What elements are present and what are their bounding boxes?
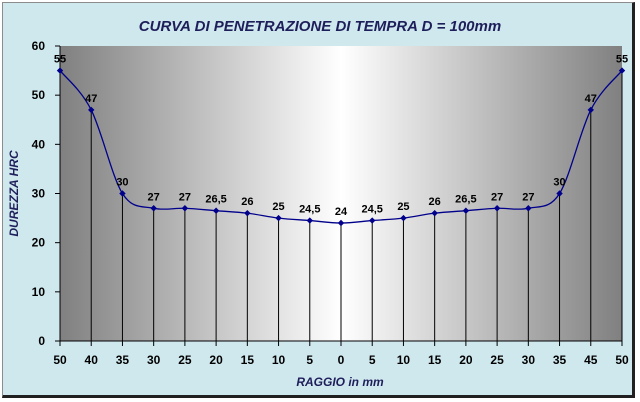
data-point: [275, 214, 282, 222]
data-point: [431, 209, 438, 217]
data-label: 27: [148, 191, 160, 203]
x-tick-label: 5: [369, 353, 376, 367]
x-tick-label: 15: [241, 353, 255, 367]
x-tick-label: 30: [522, 353, 536, 367]
data-label: 26,5: [205, 194, 226, 206]
data-label: 27: [491, 191, 503, 203]
data-point: [337, 219, 345, 227]
x-tick-label: 50: [615, 353, 629, 367]
data-label: 30: [553, 177, 565, 189]
data-point: [150, 205, 157, 212]
data-label: 47: [85, 93, 97, 105]
y-tick-label: 60: [32, 39, 46, 53]
data-label: 26,5: [455, 194, 476, 206]
data-point: [525, 205, 532, 212]
x-tick-label: 35: [116, 353, 130, 367]
data-label: 55: [616, 54, 628, 66]
y-tick-label: 0: [38, 334, 45, 348]
chart-title: CURVA DI PENETRAZIONE DI TEMPRA D = 100m…: [139, 18, 501, 35]
data-label: 25: [397, 201, 409, 213]
x-tick-label: 30: [147, 353, 161, 367]
data-point: [306, 217, 313, 224]
y-tick-label: 40: [32, 137, 46, 151]
x-tick-label: 40: [85, 353, 99, 367]
data-point: [369, 217, 376, 224]
data-point: [119, 190, 126, 197]
data-label: 26: [429, 196, 441, 208]
data-label: 25: [272, 201, 284, 213]
x-tick-label: 15: [428, 353, 442, 367]
y-tick-label: 50: [32, 88, 46, 102]
x-tick-label: 35: [553, 353, 567, 367]
x-tick-label: 45: [584, 353, 598, 367]
x-tick-label: 5: [306, 353, 313, 367]
data-point: [618, 67, 626, 74]
x-axis-title: RAGGIO in mm: [296, 375, 384, 389]
data-point: [587, 106, 594, 114]
data-label: 24,5: [299, 204, 320, 216]
data-point: [181, 205, 189, 212]
data-label: 47: [585, 93, 597, 105]
data-point: [462, 207, 470, 214]
data-point: [212, 207, 220, 214]
x-tick-label: 25: [178, 353, 192, 367]
x-tick-label: 25: [490, 353, 504, 367]
y-tick-label: 20: [32, 236, 46, 250]
x-tick-label: 10: [272, 353, 286, 367]
y-tick-label: 10: [32, 285, 46, 299]
y-axis-title: DUREZZA HRC: [7, 150, 21, 237]
x-tick-label: 0: [338, 353, 345, 367]
data-point: [88, 106, 95, 114]
x-tick-label: 20: [209, 353, 223, 367]
data-label: 27: [179, 191, 191, 203]
data-label: 24: [335, 206, 348, 218]
data-point: [244, 209, 251, 217]
data-label: 55: [54, 54, 66, 66]
data-point: [56, 67, 64, 74]
x-tick-label: 10: [397, 353, 411, 367]
data-label: 30: [116, 177, 128, 189]
x-tick-label: 20: [459, 353, 473, 367]
data-label: 27: [522, 191, 534, 203]
data-point: [493, 205, 501, 212]
data-point: [556, 190, 563, 197]
data-label: 24,5: [362, 204, 383, 216]
y-tick-label: 30: [32, 187, 46, 201]
x-tick-label: 50: [53, 353, 67, 367]
data-label: 26: [241, 196, 253, 208]
data-point: [400, 214, 407, 222]
